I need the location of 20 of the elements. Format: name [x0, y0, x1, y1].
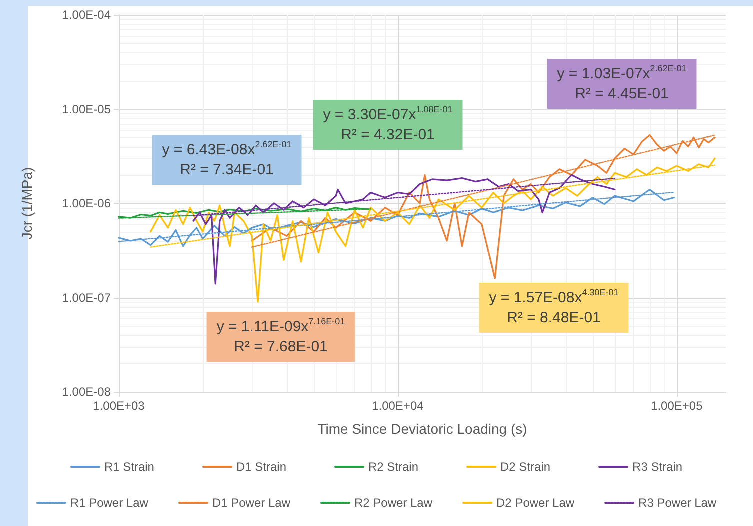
- x-axis-title: Time Since Deviatoric Loading (s): [318, 421, 528, 437]
- x-tick-label: 1.00E+04: [372, 399, 424, 413]
- y-axis-title: Jcr (1/MPa): [19, 167, 35, 240]
- x-tick-label: 1.00E+05: [651, 399, 704, 413]
- legend-label: R1 Power Law: [70, 496, 149, 510]
- legend-label: R2 Strain: [368, 460, 419, 474]
- legend-label: R1 Strain: [104, 460, 154, 474]
- y-tick-label: 1.00E-08: [62, 385, 112, 399]
- y-tick-label: 1.00E-04: [62, 8, 112, 22]
- legend-label: D1 Strain: [236, 460, 286, 474]
- y-tick-label: 1.00E-06: [62, 196, 112, 210]
- legend-label: R3 Power Law: [638, 496, 717, 510]
- legend-label: R2 Power Law: [354, 496, 433, 510]
- legend-label: R3 Strain: [632, 460, 683, 474]
- legend-label: D1 Power Law: [212, 496, 291, 510]
- y-tick-label: 1.00E-05: [62, 102, 112, 116]
- legend-label: D2 Strain: [500, 460, 551, 474]
- legend-label: D2 Power Law: [496, 496, 575, 510]
- x-tick-label: 1.00E+03: [93, 399, 146, 413]
- y-tick-label: 1.00E-07: [62, 290, 112, 305]
